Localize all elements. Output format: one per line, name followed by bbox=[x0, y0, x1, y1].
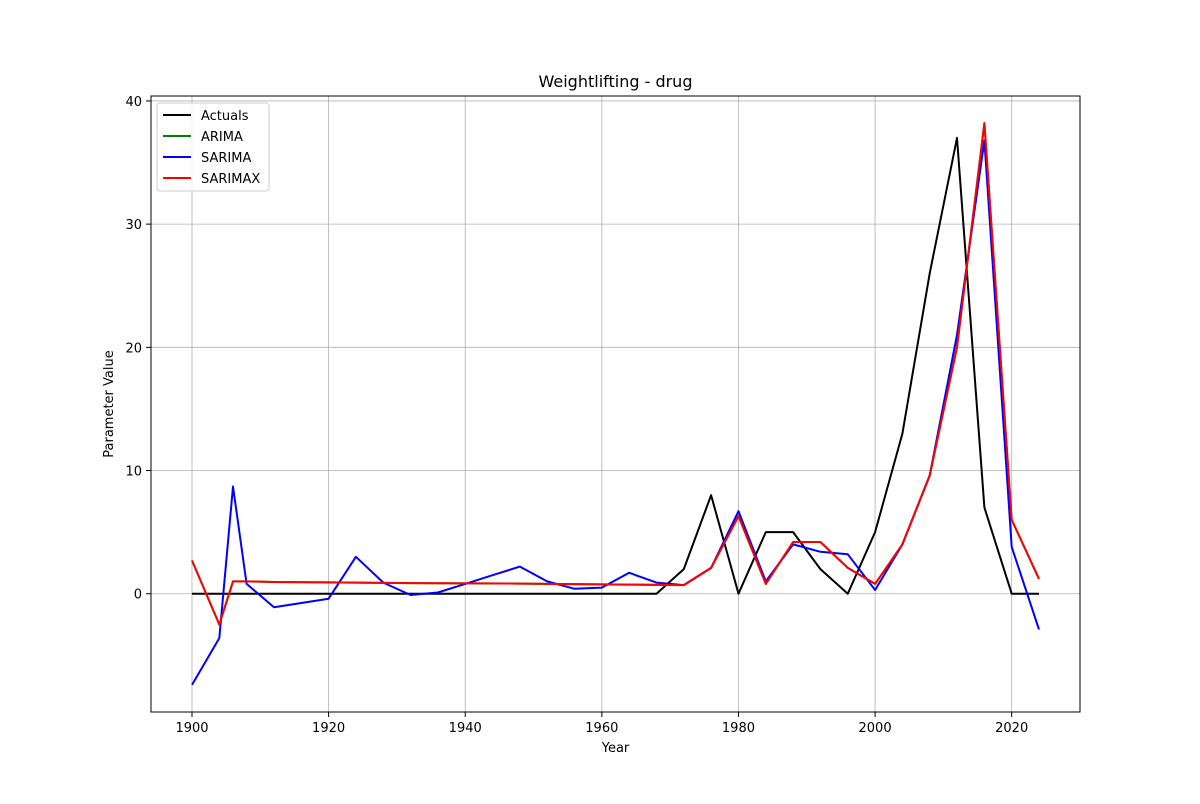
x-tick-label: 1980 bbox=[722, 721, 755, 736]
y-tick-label: 0 bbox=[134, 588, 142, 603]
axis-ticks: 1900 1920 1940 1960 1980 2000 2020 0 10 20 30 40 bbox=[125, 95, 1028, 736]
x-tick-label: 2020 bbox=[995, 721, 1028, 736]
series-lines bbox=[191, 122, 1040, 686]
chart-title: Weightlifting - drug bbox=[539, 72, 693, 91]
y-tick-label: 20 bbox=[125, 341, 142, 356]
legend-label-arima: ARIMA bbox=[201, 130, 243, 145]
legend: Actuals ARIMA SARIMA SARIMAX bbox=[156, 102, 270, 192]
x-tick-label: 2000 bbox=[859, 721, 892, 736]
y-tick-label: 10 bbox=[125, 465, 142, 480]
x-tick-label: 1940 bbox=[449, 721, 482, 736]
legend-label-sarima: SARIMA bbox=[201, 151, 251, 166]
legend-label-actuals: Actuals bbox=[201, 109, 249, 124]
legend-box bbox=[156, 102, 270, 192]
x-tick-label: 1920 bbox=[312, 721, 345, 736]
y-axis-label: Parameter Value bbox=[102, 350, 117, 457]
x-tick-label: 1900 bbox=[175, 721, 208, 736]
x-tick-label: 1960 bbox=[585, 721, 618, 736]
series-line-sarimax bbox=[191, 122, 1040, 626]
legend-label-sarimax: SARIMAX bbox=[201, 172, 260, 187]
series-line-sarima bbox=[191, 139, 1040, 686]
plot-frame bbox=[150, 95, 1081, 713]
grid bbox=[151, 96, 1080, 712]
y-tick-label: 40 bbox=[125, 95, 142, 110]
y-tick-label: 30 bbox=[125, 218, 142, 233]
series-line-actuals bbox=[192, 136, 1039, 595]
x-axis-label: Year bbox=[601, 741, 630, 756]
